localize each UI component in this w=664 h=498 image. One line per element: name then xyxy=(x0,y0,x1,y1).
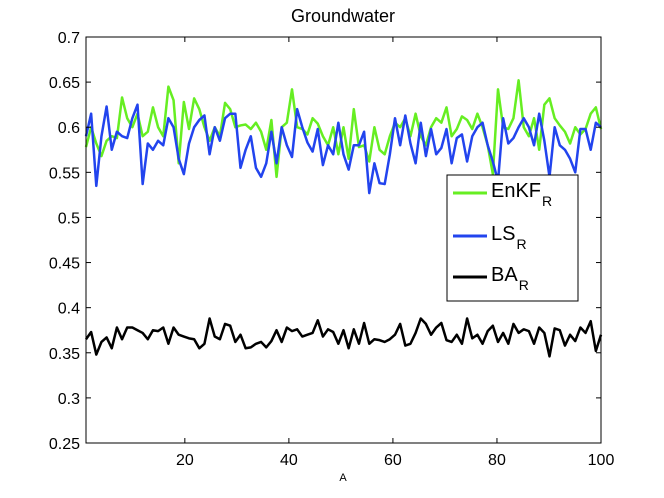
legend-box xyxy=(446,174,579,302)
y-tick-label: 0.65 xyxy=(49,75,80,92)
x-tick-label: 100 xyxy=(588,452,615,469)
ticks-layer: 0.25 0.3 0.35 0.4 0.45 0.5 0.55 0.6 0.65 0.7 20 40 6… xyxy=(49,30,615,469)
y-tick-label: 0.25 xyxy=(49,436,80,453)
x-tick-label: 40 xyxy=(280,452,298,469)
x-tick-label: 80 xyxy=(488,452,506,469)
x-axis-label: A xyxy=(339,472,347,484)
axes-box xyxy=(85,36,602,444)
legend-label-ls: LS xyxy=(491,223,515,245)
x-tick-label: 20 xyxy=(176,452,194,469)
legend-subscript-ba: R xyxy=(519,277,529,293)
legend-label-ba: BA xyxy=(491,264,518,286)
series-layer xyxy=(84,79,603,358)
y-tick-label: 0.45 xyxy=(49,256,80,273)
legend-subscript-enkf: R xyxy=(542,193,552,209)
legend-subscript-ls: R xyxy=(516,236,526,252)
y-tick-label: 0.6 xyxy=(58,120,80,137)
series-line-enkf xyxy=(84,79,603,179)
legend-label-enkf: EnKF xyxy=(491,180,541,202)
x-tick-label: 60 xyxy=(384,452,402,469)
legend: EnKF RLS RBA R xyxy=(446,174,579,302)
y-tick-label: 0.35 xyxy=(49,346,80,363)
y-tick-label: 0.3 xyxy=(58,391,80,408)
y-tick-label: 0.4 xyxy=(58,301,80,318)
chart-title: Groundwater xyxy=(291,6,395,26)
y-tick-label: 0.7 xyxy=(58,30,80,47)
series-line-ls xyxy=(84,103,602,195)
y-tick-label: 0.55 xyxy=(49,165,80,182)
series-line-ba xyxy=(84,317,603,358)
y-tick-label: 0.5 xyxy=(58,210,80,227)
axes-layer xyxy=(85,36,602,444)
